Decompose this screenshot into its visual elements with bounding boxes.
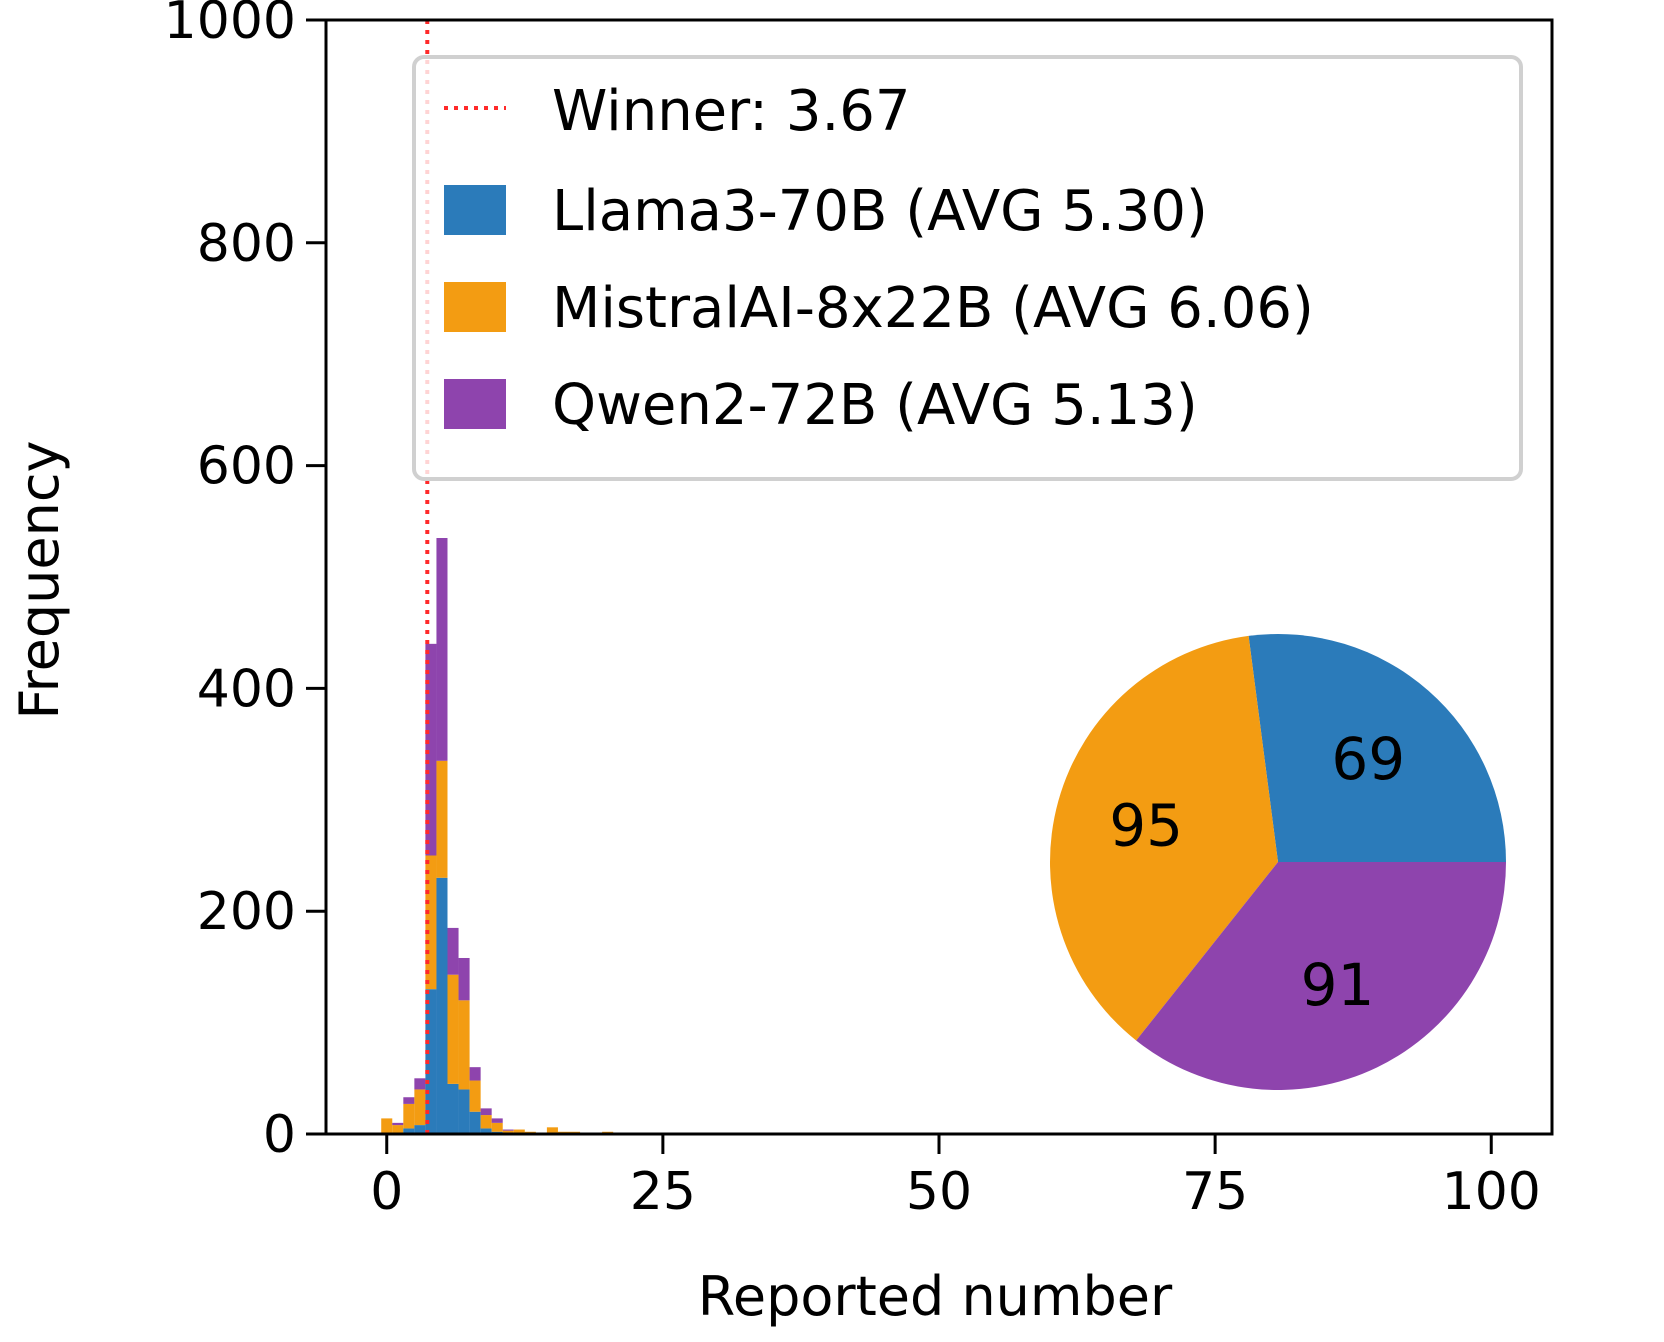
- bar-8-series-2: [469, 1067, 481, 1081]
- histogram-bars: [381, 538, 614, 1134]
- bar-4-series-1: [425, 855, 437, 990]
- bar-8-series-1: [469, 1080, 481, 1112]
- legend-box: [412, 55, 1523, 481]
- y-tick-label-3: 600: [197, 437, 296, 497]
- bar-4-series-2: [425, 643, 437, 856]
- y-tick-label-5: 1000: [164, 0, 296, 51]
- pie-inset: 69 95 91: [1050, 634, 1506, 1091]
- x-tick-label-3: 75: [1182, 1162, 1248, 1222]
- bar-7-series-2: [458, 957, 470, 1001]
- pie-value-label-0: 69: [1331, 725, 1405, 793]
- bar-6-series-0: [447, 1083, 459, 1134]
- legend-swatch-2: [444, 379, 506, 429]
- legend-label-1: MistralAI-8x22B (AVG 6.06): [552, 276, 1314, 341]
- y-tick-label-1: 200: [197, 882, 296, 942]
- bar-0-series-1: [381, 1118, 393, 1134]
- bar-7-series-1: [458, 1000, 470, 1090]
- bar-9-series-0: [480, 1128, 492, 1134]
- pie-value-label-1: 95: [1109, 791, 1183, 859]
- bar-11-series-1: [502, 1130, 514, 1134]
- x-tick-label-1: 25: [630, 1162, 696, 1222]
- y-tick-label-4: 800: [197, 214, 296, 274]
- bar-6-series-2: [447, 927, 459, 975]
- legend-swatch-0: [444, 185, 506, 235]
- bar-1-series-2: [392, 1122, 404, 1126]
- bar-3-series-0: [414, 1125, 426, 1134]
- bar-9-series-2: [480, 1108, 492, 1116]
- legend-label-winner: Winner: 3.67: [552, 79, 911, 144]
- bar-4-series-0: [425, 989, 437, 1134]
- legend-swatch-1: [444, 282, 506, 332]
- bar-11-series-2: [502, 1129, 514, 1131]
- bar-1-series-1: [392, 1125, 404, 1134]
- legend-label-0: Llama3-70B (AVG 5.30): [552, 179, 1208, 244]
- pie-value-label-2: 91: [1301, 951, 1375, 1019]
- pie-slice-2: [1136, 862, 1506, 1091]
- bar-2-series-1: [403, 1103, 415, 1129]
- y-axis-title: Frequency: [8, 441, 71, 720]
- y-tick-label-2: 400: [197, 659, 296, 719]
- y-tick-label-0: 0: [263, 1105, 296, 1165]
- x-tick-label-2: 50: [906, 1162, 972, 1222]
- axes: 0 200 400 600 800 1000 0 25 50 75 100: [164, 0, 1554, 1222]
- bar-15-series-1: [546, 1127, 558, 1134]
- bar-8-series-0: [469, 1111, 481, 1134]
- bar-5-series-0: [436, 877, 448, 1134]
- pie-slice-0: [1248, 634, 1506, 862]
- bar-5-series-1: [436, 760, 448, 878]
- bar-2-series-0: [403, 1128, 415, 1134]
- bar-9-series-1: [480, 1115, 492, 1129]
- bar-10-series-1: [491, 1122, 503, 1132]
- legend: Winner: 3.67 Llama3-70B (AVG 5.30) Mistral…: [412, 55, 1523, 481]
- bar-12-series-1: [513, 1129, 525, 1134]
- bar-3-series-1: [414, 1089, 426, 1126]
- x-tick-label-0: 0: [370, 1162, 403, 1222]
- bar-5-series-2: [436, 538, 448, 761]
- x-tick-label-4: 100: [1442, 1162, 1541, 1222]
- legend-label-2: Qwen2-72B (AVG 5.13): [552, 373, 1198, 438]
- bar-3-series-2: [414, 1078, 426, 1090]
- bar-7-series-0: [458, 1089, 470, 1134]
- bar-2-series-2: [403, 1097, 415, 1104]
- bar-6-series-1: [447, 974, 459, 1084]
- bar-10-series-2: [491, 1118, 503, 1123]
- pie-slice-1: [1050, 635, 1278, 1041]
- x-axis-title: Reported number: [698, 1265, 1173, 1328]
